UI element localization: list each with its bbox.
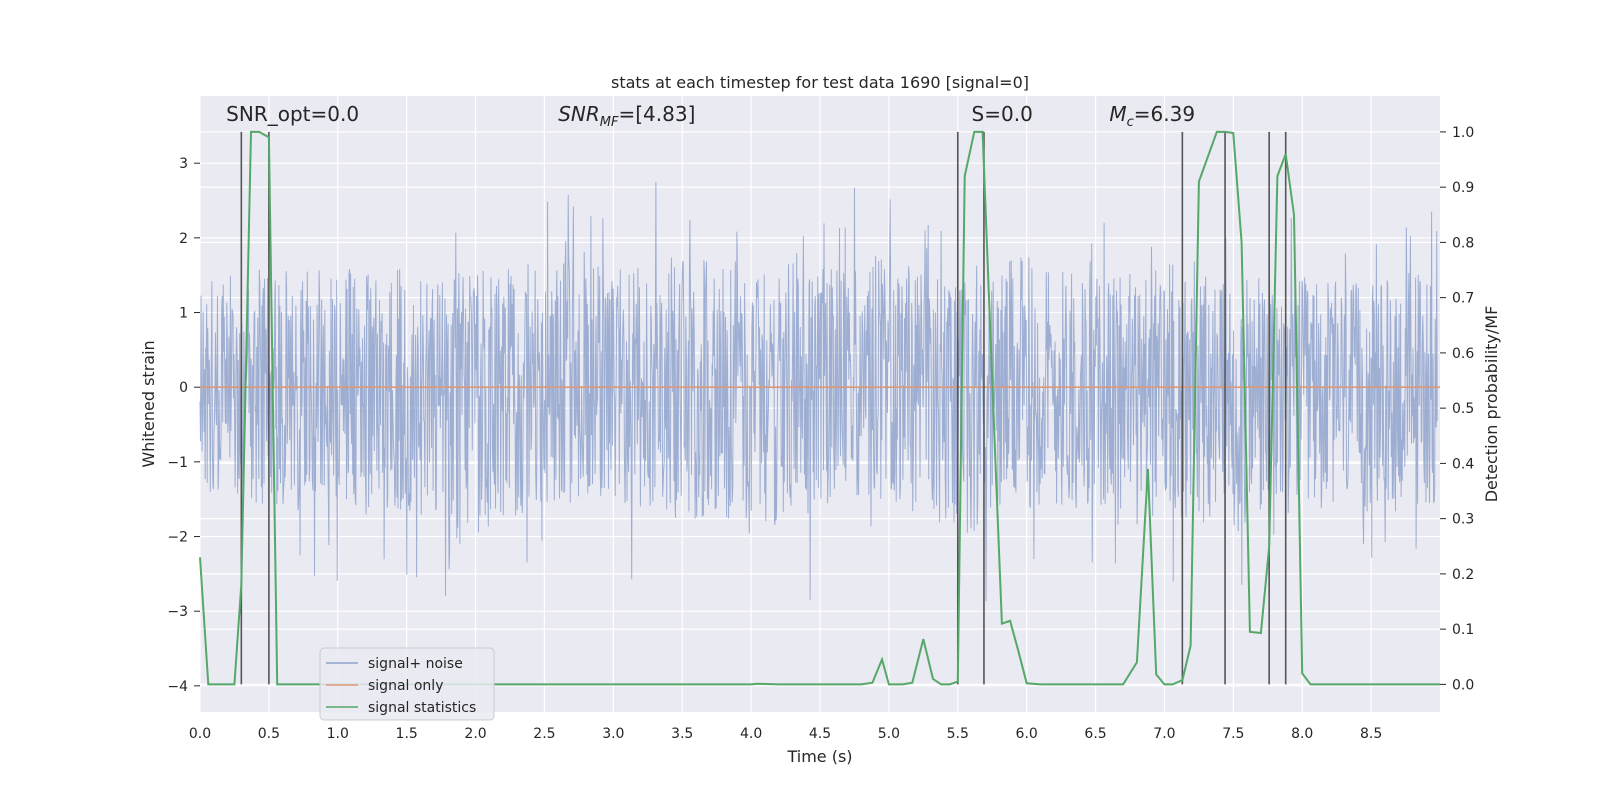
- y-right-tick-label: 0.5: [1452, 401, 1474, 417]
- signal-noise-line: [199, 181, 1438, 602]
- x-tick-label: 4.0: [740, 726, 762, 742]
- y-right-tick-label: 0.9: [1452, 180, 1474, 196]
- axis-tick-labels: 0.0 0.5 1.0 1.5 2.0 2.5 3.0 3.5 4.0 4.5 5.0 5.5 6.0 6…: [167, 125, 1474, 742]
- x-tick-label: 3.5: [671, 726, 693, 742]
- legend-label-signal-noise: signal+ noise: [368, 656, 463, 672]
- y-axis-right-label: Detection probability/MF: [1482, 306, 1501, 503]
- y-tick-label: 2: [179, 231, 188, 247]
- y-right-tick-label: 0.1: [1452, 622, 1474, 638]
- y-tick-label: −2: [167, 530, 188, 546]
- y-right-tick-label: 0.4: [1452, 456, 1474, 472]
- y-tick-label: 1: [179, 306, 188, 322]
- x-tick-label: 7.0: [1153, 726, 1175, 742]
- x-tick-label: 6.0: [1016, 726, 1038, 742]
- y-tick-label: −3: [167, 604, 188, 620]
- annotation-text: Mc=6.39: [1109, 102, 1195, 130]
- x-tick-label: 2.5: [533, 726, 555, 742]
- y-tick-label: 0: [179, 380, 188, 396]
- y-right-tick-label: 0.3: [1452, 512, 1474, 528]
- x-tick-label: 8.5: [1360, 726, 1382, 742]
- annotation-text: SNR_opt=0.0: [226, 102, 359, 126]
- y-tick-label: −4: [167, 679, 188, 695]
- legend-box: [319, 647, 495, 721]
- x-tick-label: 1.0: [327, 726, 349, 742]
- legend-label-signal-statistics: signal statistics: [368, 700, 476, 716]
- annotation-text: SNRMF=[4.83]: [558, 102, 695, 130]
- x-tick-label: 0.5: [258, 726, 280, 742]
- x-tick-label: 0.0: [189, 726, 211, 742]
- x-tick-label: 2.0: [464, 726, 486, 742]
- y-right-tick-label: 0.0: [1452, 677, 1474, 693]
- signal-noise-series: [199, 181, 1438, 602]
- y-right-tick-label: 0.2: [1452, 567, 1474, 583]
- legend-label-signal-only: signal only: [368, 678, 443, 694]
- y-right-tick-label: 0.8: [1452, 235, 1474, 251]
- x-tick-label: 1.5: [396, 726, 418, 742]
- x-tick-label: 4.5: [809, 726, 831, 742]
- y-tick-label: 3: [179, 156, 188, 172]
- x-tick-label: 3.0: [602, 726, 624, 742]
- chart-title: stats at each timestep for test data 169…: [611, 73, 1029, 92]
- y-right-tick-label: 0.6: [1452, 346, 1474, 362]
- y-right-tick-label: 0.7: [1452, 291, 1474, 307]
- y-right-tick-label: 1.0: [1452, 125, 1474, 141]
- annotations: SNR_opt=0.0 SNRMF=[4.83] S=0.0 Mc=6.39: [226, 102, 1195, 130]
- y-axis-label: Whitened strain: [139, 340, 158, 467]
- x-tick-label: 8.0: [1291, 726, 1313, 742]
- x-tick-label: 5.0: [878, 726, 900, 742]
- x-axis-label: Time (s): [786, 747, 852, 766]
- annotation-text: S=0.0: [972, 102, 1033, 126]
- y-tick-label: −1: [167, 455, 188, 471]
- legend: signal+ noise signal only signal statist…: [319, 647, 495, 721]
- x-tick-label: 6.5: [1084, 726, 1106, 742]
- x-tick-label: 7.5: [1222, 726, 1244, 742]
- x-tick-label: 5.5: [947, 726, 969, 742]
